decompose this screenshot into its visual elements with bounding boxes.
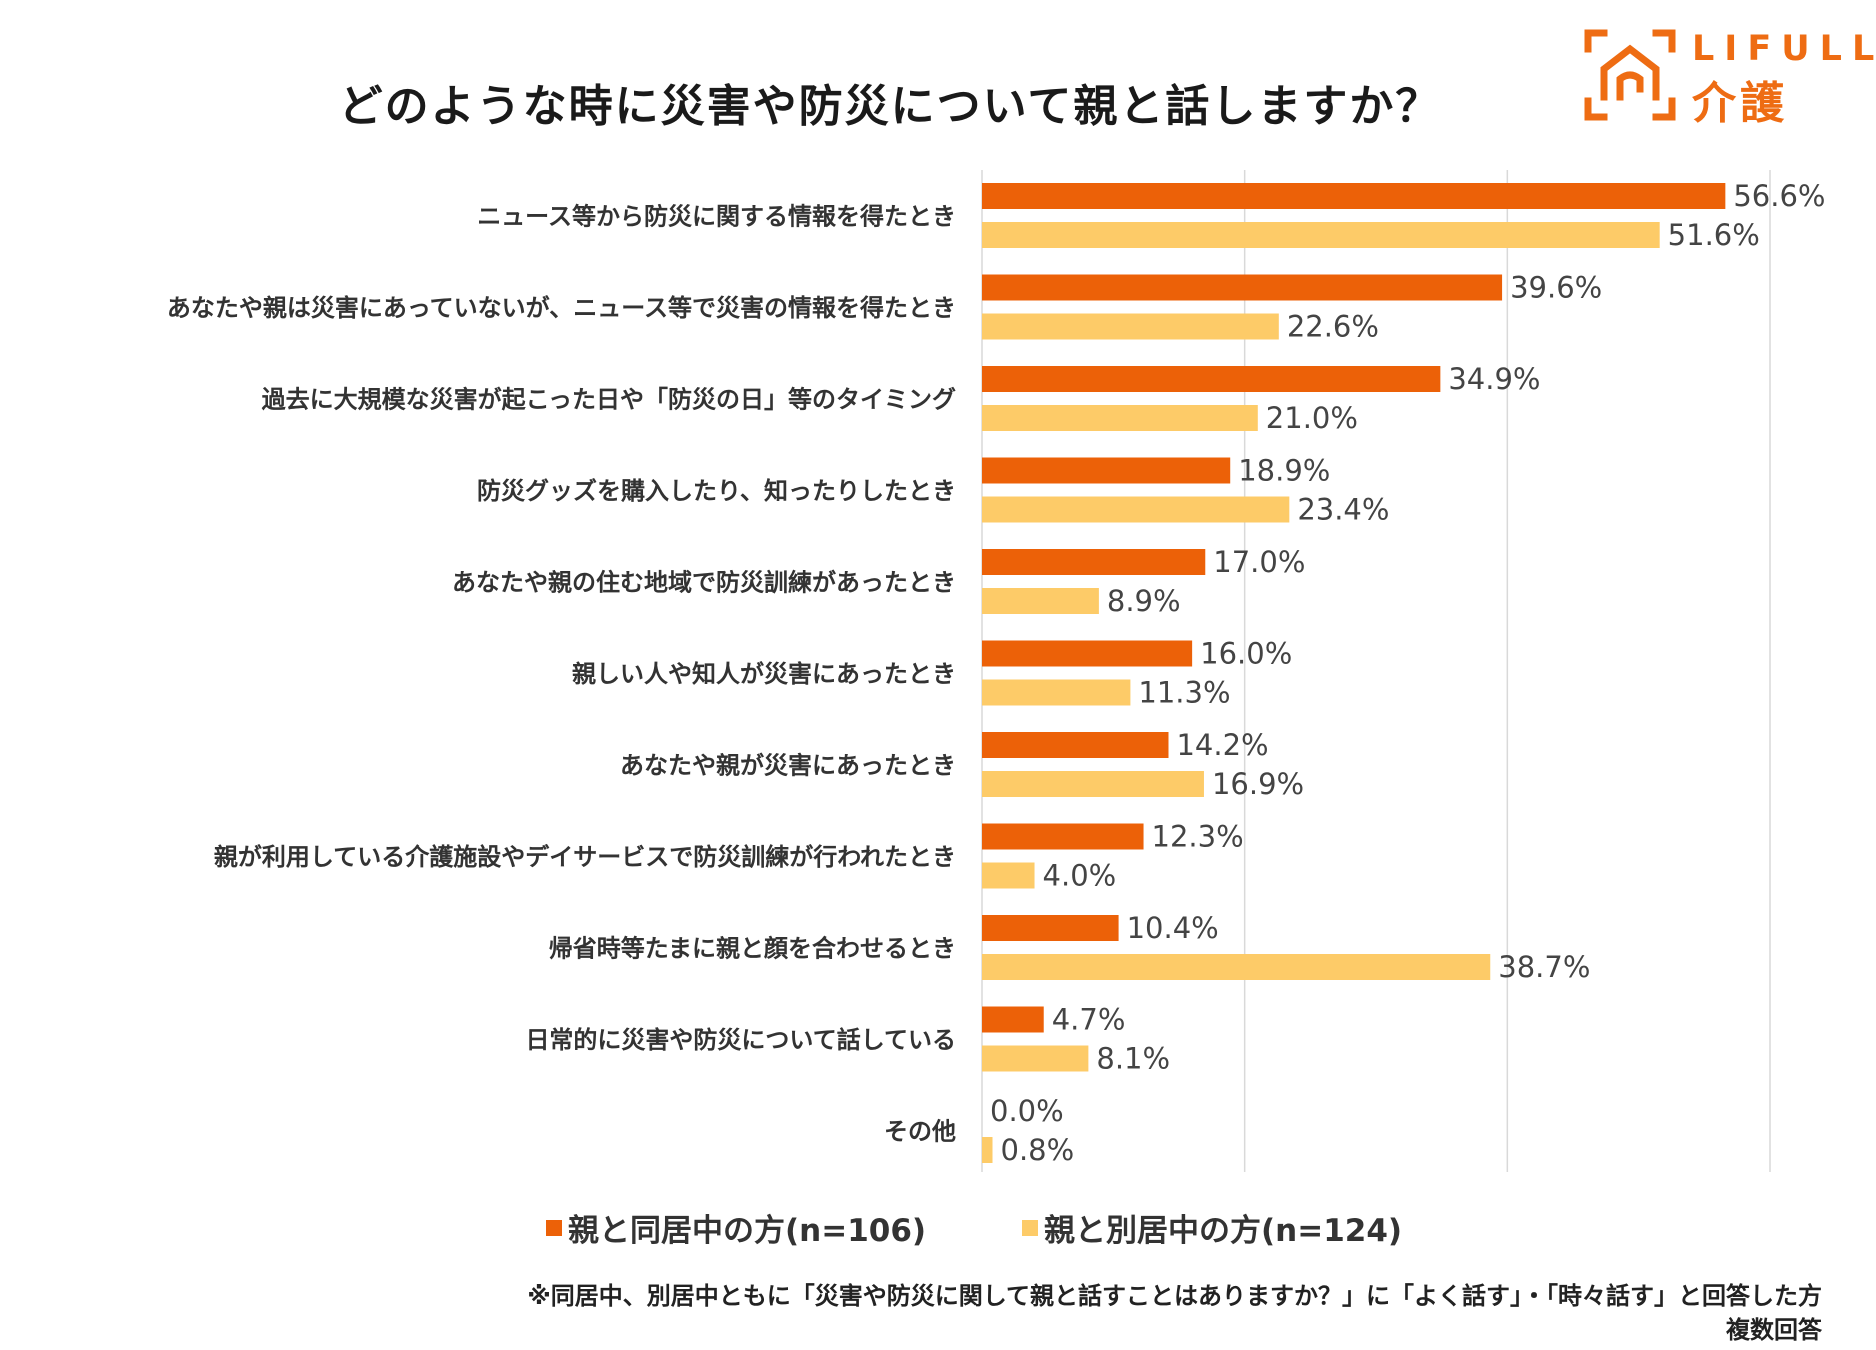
category-label: あなたや親の住む地域で防災訓練があったとき — [452, 569, 956, 597]
legend-swatch-separate — [1022, 1219, 1038, 1236]
lifull-kaigo-logo: LIFULL 介護 — [1580, 25, 1874, 129]
category-labels: ニュース等から防災に関する情報を得たときあなたや親は災害にあっていないが、ニュー… — [167, 203, 956, 1146]
bar — [982, 183, 1726, 209]
category-label: あなたや親は災害にあっていないが、ニュース等で災害の情報を得たとき — [167, 294, 956, 322]
value-label: 14.2% — [1176, 728, 1268, 762]
value-label: 16.0% — [1200, 637, 1292, 671]
house-logo-icon — [1584, 29, 1676, 121]
value-label: 16.9% — [1212, 767, 1304, 801]
value-label: 56.6% — [1733, 179, 1825, 213]
value-label: 4.0% — [1043, 859, 1117, 893]
bar — [982, 366, 1441, 392]
value-label: 8.9% — [1107, 584, 1181, 618]
category-label: 日常的に災害や防災について話している — [525, 1026, 956, 1054]
chart-title: どのような時に災害や防災について親と話しますか？ — [338, 81, 1442, 132]
bar — [982, 732, 1169, 758]
value-label: 18.9% — [1238, 454, 1330, 488]
value-label: 21.0% — [1266, 401, 1358, 435]
bars — [982, 183, 1726, 1163]
logo-brand-text: LIFULL — [1692, 29, 1876, 69]
category-label: あなたや親が災害にあったとき — [620, 752, 956, 780]
bar — [982, 405, 1258, 431]
value-label: 51.6% — [1668, 218, 1760, 252]
category-label: その他 — [884, 1118, 956, 1146]
legend-swatch-cohabiting — [546, 1219, 562, 1236]
bar-chart: ニュース等から防災に関する情報を得たときあなたや親は災害にあっていないが、ニュー… — [167, 170, 1825, 1172]
bar — [982, 915, 1119, 941]
category-label: 帰省時等たまに親と顔を合わせるとき — [549, 935, 956, 963]
bar — [982, 457, 1231, 484]
value-label: 34.9% — [1448, 362, 1540, 396]
category-label: 親しい人や知人が災害にあったとき — [572, 660, 956, 688]
bar — [982, 313, 1279, 340]
value-label: 12.3% — [1152, 820, 1244, 854]
bar — [982, 640, 1193, 667]
value-label: 0.0% — [990, 1094, 1064, 1128]
logo-service-text: 介護 — [1692, 78, 1788, 129]
bar — [982, 862, 1035, 889]
bar — [982, 1137, 993, 1163]
category-label: 過去に大規模な災害が起こった日や「防災の日」等のタイミング — [262, 386, 956, 414]
bar — [982, 679, 1131, 706]
bar — [982, 588, 1099, 614]
category-label: 防災グッズを購入したり、知ったりしたとき — [477, 477, 956, 505]
answer-type-note: 複数回答 — [1726, 1316, 1822, 1344]
legend: 親と同居中の方(n=106) 親と別居中の方(n=124) — [0, 1205, 1876, 1249]
bar — [982, 274, 1503, 301]
bar — [982, 954, 1491, 980]
category-label: ニュース等から防災に関する情報を得たとき — [477, 203, 956, 231]
value-label: 39.6% — [1510, 271, 1602, 305]
value-label: 4.7% — [1052, 1003, 1126, 1037]
bar — [982, 1006, 1044, 1033]
value-label: 17.0% — [1213, 545, 1305, 579]
value-label: 38.7% — [1498, 950, 1590, 984]
value-label: 23.4% — [1297, 493, 1389, 527]
legend-item-separate: 親と別居中の方(n=124) — [1022, 1205, 1402, 1250]
bar — [982, 549, 1206, 575]
bar — [982, 496, 1290, 523]
value-labels: 56.6% 51.6% 39.6% 22.6% 34.9% 21.0% 18.9% 23.4%… — [990, 179, 1825, 1167]
value-label: 0.8% — [1001, 1133, 1075, 1167]
bar — [982, 823, 1144, 850]
bar — [982, 222, 1660, 248]
footnote: ※同居中、別居中ともに「災害や防災に関して親と話すことはありますか？」に「よく話… — [527, 1282, 1822, 1310]
value-label: 10.4% — [1127, 911, 1219, 945]
value-label: 11.3% — [1138, 676, 1230, 710]
value-label: 8.1% — [1096, 1042, 1170, 1076]
legend-item-cohabiting: 親と同居中の方(n=106) — [546, 1205, 926, 1250]
legend-label-cohabiting: 親と同居中の方(n=106) — [568, 1213, 927, 1249]
category-label: 親が利用している介護施設やデイサービスで防災訓練が行われたとき — [214, 843, 956, 871]
bar — [982, 1045, 1089, 1072]
value-label: 22.6% — [1287, 310, 1379, 344]
legend-label-separate: 親と別居中の方(n=124) — [1044, 1213, 1403, 1249]
bar — [982, 771, 1204, 797]
